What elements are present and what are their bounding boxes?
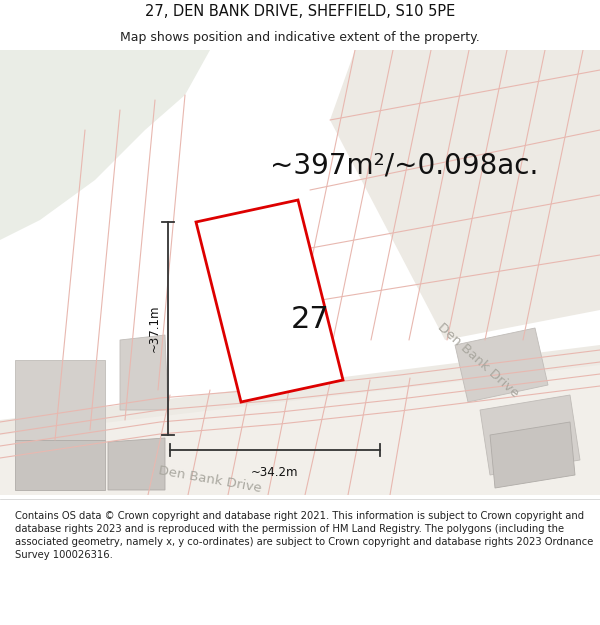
Polygon shape — [330, 50, 600, 340]
Polygon shape — [15, 360, 105, 440]
Text: ~37.1m: ~37.1m — [148, 305, 161, 352]
Polygon shape — [490, 422, 575, 488]
Polygon shape — [480, 395, 580, 475]
Polygon shape — [0, 365, 600, 495]
Text: 27, DEN BANK DRIVE, SHEFFIELD, S10 5PE: 27, DEN BANK DRIVE, SHEFFIELD, S10 5PE — [145, 4, 455, 19]
Polygon shape — [0, 345, 600, 495]
Polygon shape — [196, 200, 343, 402]
Text: ~397m²/~0.098ac.: ~397m²/~0.098ac. — [270, 151, 538, 179]
Text: 27: 27 — [290, 306, 329, 334]
Text: Contains OS data © Crown copyright and database right 2021. This information is : Contains OS data © Crown copyright and d… — [15, 511, 593, 560]
Text: Den Bank Drive: Den Bank Drive — [435, 320, 521, 400]
Polygon shape — [0, 50, 210, 240]
Polygon shape — [108, 438, 165, 490]
Text: Map shows position and indicative extent of the property.: Map shows position and indicative extent… — [120, 31, 480, 44]
Polygon shape — [455, 328, 548, 402]
Text: ~34.2m: ~34.2m — [251, 466, 299, 479]
Polygon shape — [120, 335, 168, 410]
Text: Den Bank Drive: Den Bank Drive — [157, 464, 263, 496]
Polygon shape — [15, 440, 105, 490]
